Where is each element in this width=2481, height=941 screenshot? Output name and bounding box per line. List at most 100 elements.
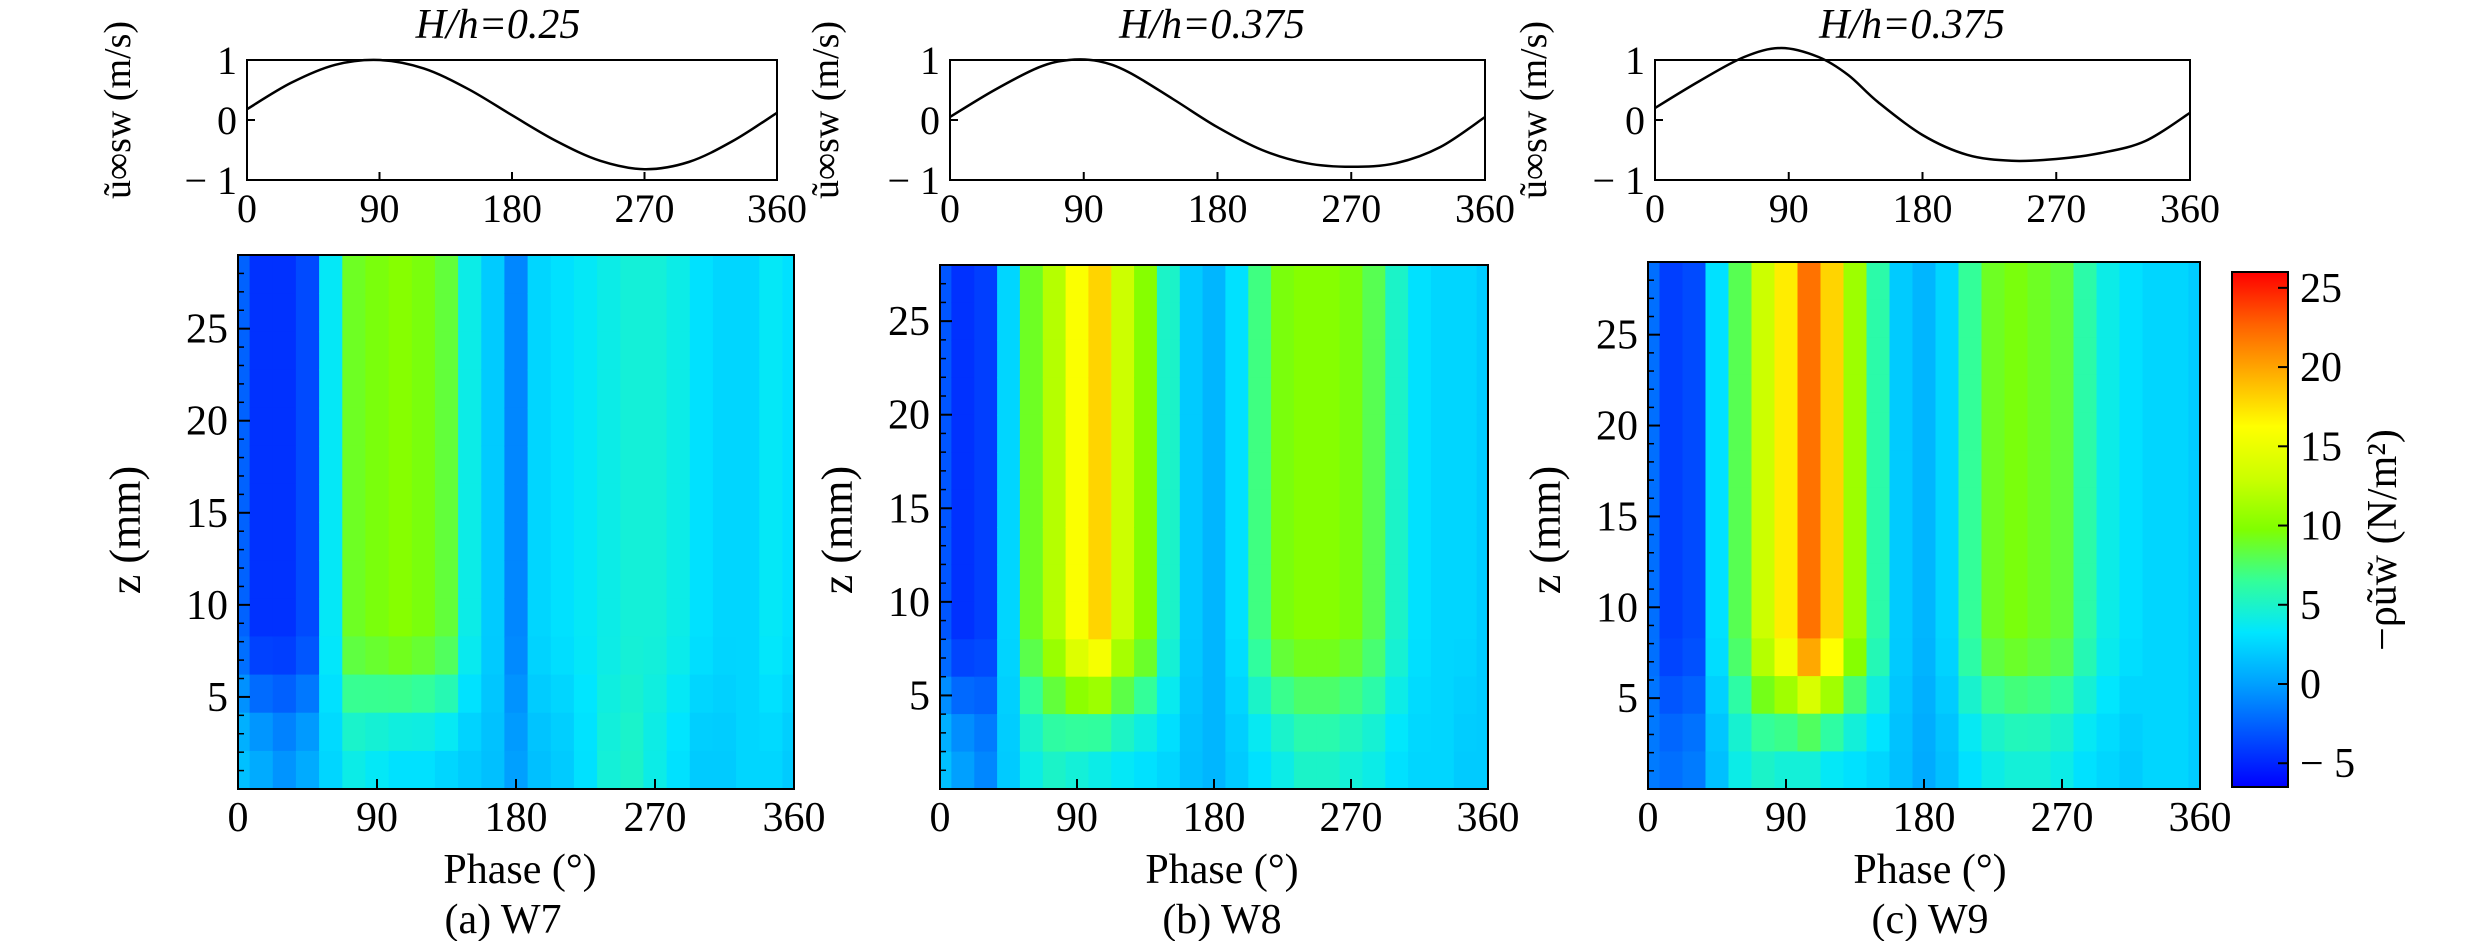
contour-cell-b-13-7: [1225, 527, 1250, 566]
contour-cell-b-13-8: [1225, 564, 1250, 603]
contour-cell-a-2-6: [272, 483, 297, 523]
contour-cell-b-14-5: [1248, 452, 1273, 491]
contour-cell-c-20-8: [2096, 563, 2121, 602]
contour-cell-a-11-1: [481, 293, 506, 333]
contour-cell-b-12-9: [1202, 601, 1227, 641]
contour-cell-c-7-12: [1797, 713, 1822, 753]
contour-cell-b-16-1: [1293, 302, 1318, 341]
contour-ytick-label-a-15: 15: [186, 491, 228, 537]
contour-cell-b-3-6: [997, 489, 1021, 528]
contour-cell-b-19-12: [1362, 714, 1387, 753]
contour-cell-a-11-12: [481, 712, 506, 752]
contour-cell-a-15-7: [573, 522, 599, 562]
contour-cell-b-3-13: [997, 751, 1021, 789]
contour-cell-c-23-10: [2165, 638, 2190, 677]
contour-xtick-label-a-0: 0: [228, 795, 249, 841]
contour-cell-c-19-1: [2073, 299, 2098, 339]
contour-cell-a-13-13: [527, 750, 552, 789]
contour-cell-b-11-12: [1179, 714, 1204, 753]
contour-cell-b-5-4: [1042, 414, 1067, 454]
contour-cell-a-4-1: [319, 293, 344, 333]
contour-cell-b-0-5: [940, 452, 953, 491]
contour-cell-b-14-4: [1248, 414, 1273, 454]
contour-xtick-label-c-90: 90: [1765, 795, 1807, 841]
contour-cell-c-22-8: [2142, 563, 2167, 602]
contour-cell-c-11-0: [1889, 262, 1914, 301]
contour-cell-c-3-8: [1705, 563, 1730, 602]
contour-cell-a-0-12: [238, 712, 251, 752]
contour-cell-b-16-9: [1293, 601, 1318, 641]
contour-cell-a-22-8: [736, 560, 761, 600]
contour-cell-c-18-11: [2050, 676, 2075, 715]
contour-cell-c-14-3: [1958, 374, 1983, 414]
contour-ytick-label-a-20: 20: [186, 399, 228, 445]
contour-cell-b-0-9: [940, 601, 953, 641]
contour-cell-a-9-9: [434, 598, 460, 638]
contour-cell-a-17-0: [620, 255, 645, 295]
contour-cell-b-16-13: [1293, 751, 1318, 789]
contour-cell-a-15-5: [573, 445, 599, 485]
contour-cell-b-18-10: [1339, 639, 1364, 678]
contour-cell-c-12-8: [1912, 563, 1937, 602]
contour-cell-a-17-9: [620, 598, 645, 638]
contour-cell-b-21-3: [1408, 377, 1432, 416]
contour-cell-a-22-3: [736, 369, 761, 409]
contour-cell-b-20-13: [1385, 751, 1410, 789]
contour-cell-a-18-9: [643, 598, 668, 638]
contour-cell-a-23-6: [759, 483, 784, 523]
contour-cell-c-9-0: [1843, 262, 1868, 301]
contour-cell-a-1-12: [249, 712, 274, 752]
contour-cell-b-1-8: [951, 564, 976, 603]
contour-cell-c-24-10: [2188, 638, 2200, 677]
contour-cell-b-7-2: [1088, 339, 1113, 379]
contour-cell-b-24-12: [1476, 714, 1488, 753]
contour-cell-a-4-3: [319, 369, 344, 409]
contour-cell-c-22-10: [2142, 638, 2167, 677]
xlabel-c: Phase (°): [1853, 847, 2006, 893]
contour-cell-c-23-9: [2165, 600, 2190, 640]
contour-cell-b-10-1: [1156, 302, 1181, 341]
contour-cell-b-7-5: [1088, 452, 1113, 491]
panel-title-b: H/h=0.375: [1118, 2, 1305, 48]
contour-cell-b-14-0: [1248, 265, 1273, 304]
contour-cell-a-8-5: [411, 445, 436, 485]
contour-cell-c-24-7: [2188, 525, 2200, 565]
contour-cell-b-7-11: [1088, 676, 1113, 716]
contour-cell-c-17-4: [2027, 412, 2052, 452]
contour-cell-c-9-12: [1843, 713, 1868, 753]
contour-cell-c-22-9: [2142, 600, 2167, 640]
contour-cell-c-19-8: [2073, 563, 2098, 602]
contour-cell-c-12-0: [1912, 262, 1937, 301]
contour-cell-c-19-0: [2073, 262, 2098, 301]
contour-cell-a-1-2: [249, 331, 274, 371]
contour-cell-c-14-9: [1958, 600, 1983, 640]
contour-cell-b-12-7: [1202, 527, 1227, 566]
contour-cell-a-4-2: [319, 331, 344, 371]
contour-cell-b-16-8: [1293, 564, 1318, 603]
contour-cell-a-20-8: [689, 560, 714, 600]
contour-cell-b-0-7: [940, 527, 953, 566]
contour-cell-c-19-10: [2073, 638, 2098, 677]
contour-cell-a-8-2: [411, 331, 436, 371]
contour-xtick-label-a-270: 270: [624, 795, 687, 841]
contour-cell-c-22-13: [2142, 751, 2167, 789]
contour-cell-c-5-10: [1751, 638, 1776, 677]
contour-cell-b-4-11: [1019, 676, 1044, 716]
contour-cell-b-1-11: [951, 676, 976, 716]
contour-cell-a-1-13: [249, 750, 274, 789]
contour-cell-a-13-5: [527, 445, 552, 485]
contour-cell-a-5-12: [342, 712, 367, 752]
contour-cell-a-21-2: [712, 331, 738, 371]
contour-cell-c-10-6: [1866, 487, 1891, 527]
contour-cell-a-8-7: [411, 522, 436, 562]
contour-cell-c-10-11: [1866, 676, 1891, 715]
contour-cell-a-19-6: [666, 483, 691, 523]
contour-cell-c-15-7: [1981, 525, 2006, 565]
contour-cell-b-5-1: [1042, 302, 1067, 341]
contour-cell-c-21-11: [2119, 676, 2144, 715]
contour-cell-a-2-12: [272, 712, 297, 752]
contour-cell-a-10-11: [458, 674, 483, 714]
contour-ylabel-b: z (mm): [813, 466, 862, 594]
contour-cell-a-17-1: [620, 293, 645, 333]
contour-cell-a-2-3: [272, 369, 297, 409]
